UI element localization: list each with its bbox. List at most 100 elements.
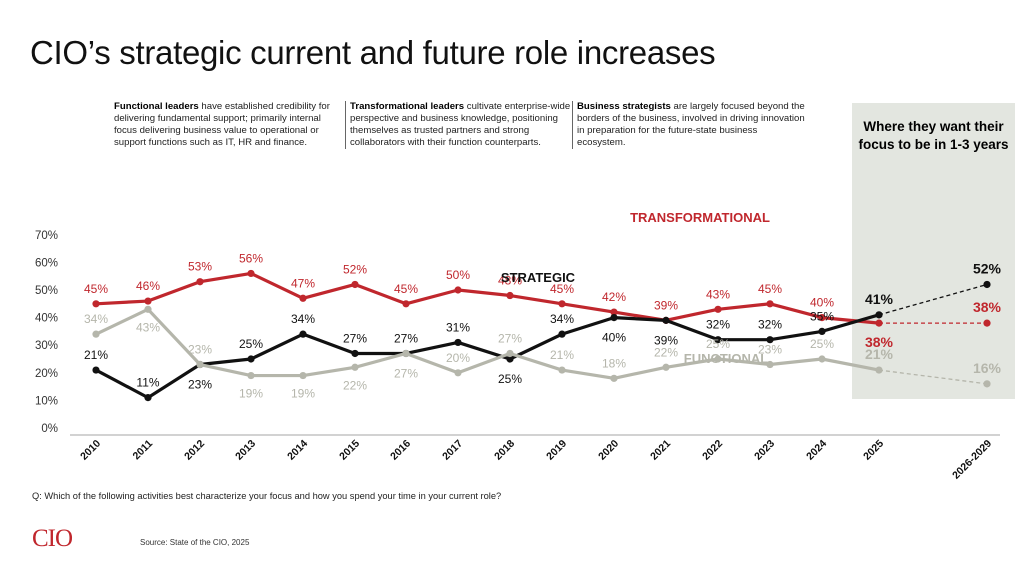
strategic-data-label: 31% (446, 320, 470, 334)
strategic-point (454, 338, 462, 347)
strategic-point (983, 280, 991, 289)
transformational-data-label: 42% (602, 290, 626, 304)
functional-series-label: FUNCTIONAL (684, 351, 769, 366)
strategic-data-label: 25% (239, 337, 263, 351)
functional-data-label: 21% (865, 346, 894, 362)
y-tick-label: 0% (41, 423, 58, 435)
transformational-data-label: 56% (239, 251, 263, 265)
transformational-point (454, 286, 462, 294)
functional-point (299, 371, 307, 380)
strategic-point (351, 349, 359, 358)
functional-data-label: 18% (602, 356, 626, 370)
functional-data-label: 22% (654, 345, 678, 359)
future-focus-panel (852, 103, 1015, 399)
transformational-point (875, 319, 883, 327)
strategic-point (818, 327, 826, 335)
page-title: CIO’s strategic current and future role … (30, 34, 716, 71)
x-tick-label: 2021 (648, 438, 673, 463)
x-tick-label: 2011 (131, 438, 156, 463)
transformational-point (766, 300, 774, 308)
strategic-point (247, 355, 255, 363)
functional-data-label: 43% (136, 320, 160, 334)
x-tick-label: 2025 (861, 438, 886, 463)
functional-data-label: 27% (394, 366, 418, 380)
transformational-data-label: 45% (84, 282, 108, 296)
x-tick-label: 2020 (596, 438, 621, 463)
functional-point (351, 363, 359, 371)
functional-data-label: 25% (810, 337, 834, 351)
strategic-point (662, 316, 670, 324)
transformational-data-label: 53% (188, 260, 212, 274)
functional-data-label: 16% (973, 360, 1002, 376)
strategic-point (144, 394, 152, 402)
x-tick-label: 2026-2029 (950, 438, 994, 482)
strategic-data-label: 41% (865, 291, 894, 307)
functional-point (247, 371, 255, 380)
strategic-data-label: 32% (706, 318, 730, 332)
strategic-data-label: 40% (602, 331, 626, 345)
functional-data-label: 25% (706, 337, 730, 351)
functional-description-bold: Functional leaders (114, 101, 199, 112)
source-note: Source: State of the CIO, 2025 (140, 538, 250, 547)
strategic-point (875, 311, 883, 319)
y-tick-label: 70% (35, 230, 58, 242)
transformational-data-label: 45% (758, 282, 782, 296)
strategic-data-label: 35% (810, 309, 834, 323)
transformational-point (247, 269, 255, 278)
strategic-point (610, 314, 618, 322)
strategic-data-label: 25% (498, 372, 522, 386)
x-tick-label: 2014 (285, 438, 310, 463)
strategic-projection-line (878, 283, 988, 316)
transformational-point (714, 305, 722, 313)
strategic-point (92, 366, 100, 374)
functional-point (610, 374, 618, 382)
y-tick-label: 20% (35, 368, 58, 380)
x-tick-label: 2023 (752, 438, 777, 463)
transformational-point (402, 300, 410, 308)
transformational-point (92, 300, 100, 308)
functional-data-label: 20% (446, 351, 470, 365)
x-tick-label: 2010 (78, 438, 103, 463)
transformational-data-label: 38% (865, 334, 894, 350)
y-tick-label: 50% (35, 285, 58, 297)
strategic-point (506, 355, 514, 363)
transformational-point (610, 308, 618, 316)
strategic-data-label: 52% (973, 260, 1002, 276)
strategic-point (766, 336, 774, 344)
strategic-series-label: STRATEGIC (501, 270, 576, 285)
future-focus-label: Where they want their focus to be in 1-3… (858, 119, 1009, 152)
transformational-point (558, 300, 566, 308)
functional-point (983, 380, 991, 388)
functional-data-label: 23% (758, 343, 782, 357)
strategist-description: Business strategists are largely focused… (572, 101, 805, 149)
y-tick-label: 60% (35, 257, 58, 269)
x-tick-label: 2022 (700, 438, 725, 463)
x-tick-label: 2017 (440, 438, 465, 463)
strategic-line (95, 313, 880, 400)
transformational-data-label: 39% (654, 298, 678, 312)
functional-data-label: 22% (343, 378, 367, 392)
functional-point (714, 355, 722, 363)
transformational-line (95, 271, 880, 325)
transformational-data-label: 50% (446, 268, 470, 282)
x-tick-label: 2013 (233, 438, 258, 463)
transformational-data-label: 46% (136, 279, 160, 293)
x-tick-label: 2018 (492, 438, 517, 463)
functional-point (402, 349, 410, 358)
functional-point (766, 360, 774, 369)
y-tick-label: 40% (35, 313, 58, 325)
transformational-point (196, 278, 204, 286)
functional-data-label: 23% (188, 343, 212, 357)
strategic-data-label: 39% (654, 333, 678, 347)
functional-data-label: 21% (550, 348, 574, 362)
transformational-point (506, 291, 514, 300)
transformational-data-label: 38% (973, 299, 1002, 315)
transformational-description-bold: Transformational leaders (350, 101, 465, 112)
transformational-point (818, 314, 826, 322)
functional-point (454, 369, 462, 377)
strategic-data-label: 34% (550, 312, 574, 326)
transformational-data-label: 52% (343, 262, 367, 276)
transformational-data-label: 45% (394, 282, 418, 296)
functional-data-label: 19% (291, 387, 315, 401)
